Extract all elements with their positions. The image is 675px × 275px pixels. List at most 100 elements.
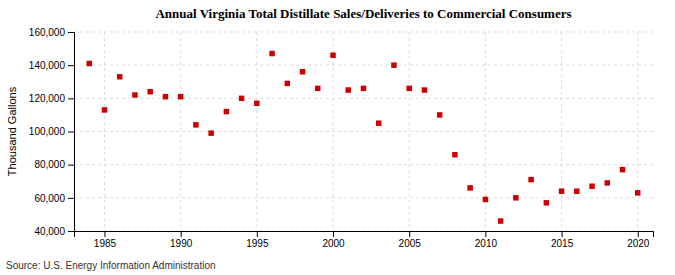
points: [86, 51, 640, 224]
point: [483, 197, 488, 202]
point: [269, 51, 274, 56]
point: [315, 86, 320, 91]
grid: [74, 32, 653, 231]
tick-mark: [68, 65, 74, 66]
grid-line: [74, 164, 653, 165]
tick-label: 120,000: [29, 93, 66, 104]
tick-label: 2015: [551, 238, 574, 249]
tick-mark: [181, 231, 182, 237]
tick-label: 2010: [475, 238, 498, 249]
tick-mark: [68, 32, 74, 33]
grid-line: [104, 32, 105, 231]
point: [330, 52, 335, 57]
tick-mark: [104, 231, 105, 237]
title: Annual Virginia Total Distillate Sales/D…: [155, 6, 571, 21]
tick: 40,000: [34, 226, 74, 237]
source: Source: U.S. Energy Information Administ…: [6, 260, 216, 271]
point: [239, 96, 244, 101]
tick-label: 2000: [322, 238, 345, 249]
point: [406, 86, 411, 91]
grid-line: [74, 65, 653, 66]
point: [559, 188, 564, 193]
tick-label: 160,000: [29, 27, 66, 38]
tick-mark: [68, 198, 74, 199]
tick: 1985: [94, 231, 117, 249]
point: [86, 61, 91, 66]
point: [132, 92, 137, 97]
point: [346, 87, 351, 92]
point: [635, 190, 640, 195]
plot: 1985 1990 1995 2000 2005 2010 2015 2020 40,000 60…: [29, 27, 654, 249]
point: [605, 180, 610, 185]
tick-mark: [68, 98, 74, 99]
point: [376, 120, 381, 125]
axis-line: [68, 33, 75, 232]
tick: 60,000: [34, 193, 74, 204]
tick-mark: [68, 165, 74, 166]
tick-label: 1995: [246, 238, 269, 249]
tick-label: 40,000: [34, 226, 65, 237]
grid-line: [74, 98, 653, 99]
grid-line: [637, 32, 638, 231]
y-axis: 40,000 60,000 80,000 100,000 120,000 140,000 1…: [29, 27, 75, 237]
tick: 80,000: [34, 159, 74, 170]
tick: 1990: [170, 231, 193, 249]
point: [422, 87, 427, 92]
grid-line: [256, 32, 257, 231]
tick: 100,000: [29, 126, 74, 137]
point: [117, 74, 122, 79]
tick-mark: [638, 231, 639, 237]
tick: 120,000: [29, 93, 74, 104]
tick: 1995: [246, 231, 269, 249]
tick: 2020: [627, 231, 650, 249]
axis-line: [75, 232, 654, 238]
grid-line: [409, 32, 410, 231]
tick-label: 1990: [170, 238, 193, 249]
point: [285, 81, 290, 86]
tick-mark: [485, 231, 486, 237]
tick-label: 60,000: [34, 193, 65, 204]
tick-mark: [562, 231, 563, 237]
tick-label: 2005: [399, 238, 422, 249]
grid-line: [74, 197, 653, 198]
tick-label: 100,000: [29, 126, 66, 137]
grid-line: [74, 131, 653, 132]
point: [574, 188, 579, 193]
tick: 160,000: [29, 27, 74, 38]
point: [589, 183, 594, 188]
tick-mark: [257, 231, 258, 237]
tick-mark: [68, 132, 74, 133]
tick-label: 1985: [94, 238, 117, 249]
point: [437, 112, 442, 117]
point: [544, 200, 549, 205]
chart: 1985 1990 1995 2000 2005 2010 2015 2020 40,000 60…: [0, 0, 675, 275]
grid-line: [180, 32, 181, 231]
point: [528, 177, 533, 182]
tick-label: 140,000: [29, 60, 66, 71]
tick-mark: [333, 231, 334, 237]
point: [300, 69, 305, 74]
tick-label: 2020: [627, 238, 650, 249]
point: [391, 62, 396, 67]
point: [224, 109, 229, 114]
point: [498, 218, 503, 223]
tick-mark: [68, 231, 74, 232]
point: [620, 167, 625, 172]
point: [513, 195, 518, 200]
point: [452, 152, 457, 157]
x-axis: 1985 1990 1995 2000 2005 2010 2015 2020: [75, 231, 654, 249]
point: [361, 86, 366, 91]
point: [467, 185, 472, 190]
point: [178, 94, 183, 99]
y-axis-title: Thousand Gallons: [6, 86, 18, 176]
grid-line: [74, 32, 653, 33]
tick: 2005: [399, 231, 422, 249]
point: [208, 130, 213, 135]
grid-line: [561, 32, 562, 231]
point: [102, 107, 107, 112]
tick: 140,000: [29, 60, 74, 71]
point: [163, 94, 168, 99]
tick: 2010: [475, 231, 498, 249]
point: [147, 89, 152, 94]
tick: 2015: [551, 231, 574, 249]
